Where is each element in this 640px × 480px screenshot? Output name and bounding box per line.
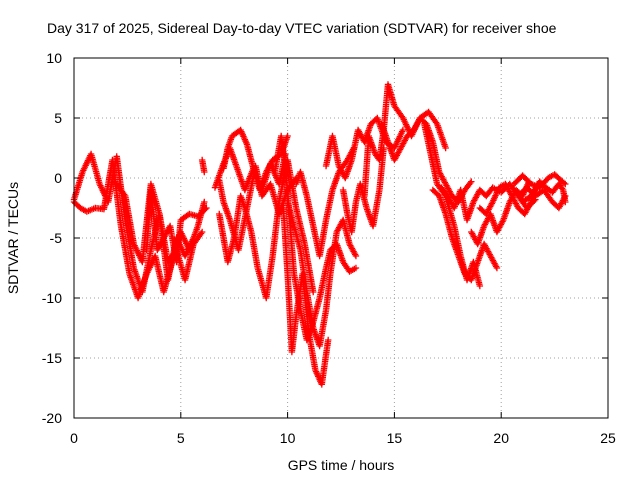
data-point-fill: [560, 179, 568, 186]
x-tick-label: 5: [177, 430, 185, 446]
series-arc-13: [292, 144, 358, 260]
data-point-fill: [202, 206, 209, 213]
data-point: [476, 282, 484, 290]
x-tick-label: 10: [280, 430, 296, 446]
series-arc-19: [429, 186, 501, 284]
y-tick-label: 0: [54, 170, 62, 186]
y-tick-label: -15: [42, 350, 62, 366]
data-point: [352, 252, 360, 260]
data-point: [284, 132, 291, 140]
data-point: [198, 228, 206, 236]
axes: 0 5 10 15 20 25 10 5 0 -5 -10 -15 -20: [42, 50, 616, 446]
data-marks: [70, 81, 569, 388]
data-point: [468, 178, 475, 185]
x-axis-label: GPS time / hours: [288, 457, 395, 473]
series-arc-25: [519, 178, 569, 206]
y-axis-label: SDTVAR / TECUs: [5, 182, 21, 294]
y-tick-label: -20: [42, 410, 62, 426]
y-tick-label: 5: [54, 110, 62, 126]
data-point: [203, 204, 210, 212]
data-point: [399, 126, 407, 134]
y-tick-label: -5: [50, 230, 63, 246]
data-point: [493, 264, 501, 272]
data-point: [352, 264, 360, 272]
series-arc-5: [198, 156, 208, 176]
data-point-fill: [467, 179, 474, 187]
series-arc-14: [322, 114, 407, 182]
data-point: [562, 180, 569, 188]
x-tick-label: 0: [70, 430, 78, 446]
series-arc-12: [284, 198, 360, 350]
data-point: [442, 144, 449, 152]
plot-frame: [73, 57, 609, 419]
series-arc-1: [70, 150, 197, 296]
x-tick-label: 25: [600, 430, 616, 446]
series-arc-3: [113, 180, 206, 284]
x-tick-label: 15: [387, 430, 403, 446]
data-point: [562, 198, 569, 206]
y-tick-label: 10: [46, 50, 62, 66]
series-arc-4: [143, 186, 210, 266]
data-point: [201, 198, 208, 206]
chart-title: Day 317 of 2025, Sidereal Day-to-day VTE…: [47, 20, 557, 36]
x-tick-label: 20: [493, 430, 509, 446]
data-point: [324, 336, 332, 344]
data-point: [201, 168, 208, 176]
y-tick-label: -10: [42, 290, 62, 306]
data-point: [310, 288, 317, 296]
